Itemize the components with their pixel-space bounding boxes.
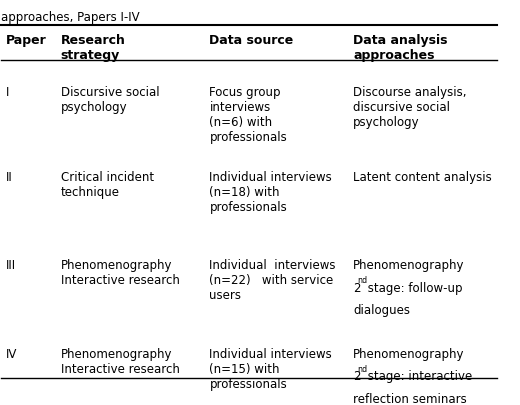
Text: Phenomenography
Interactive research: Phenomenography Interactive research xyxy=(61,259,180,287)
Text: Individual interviews
(n=18) with
professionals: Individual interviews (n=18) with profes… xyxy=(210,171,332,213)
Text: Phenomenography
Interactive research: Phenomenography Interactive research xyxy=(61,347,180,375)
Text: Individual  interviews
(n=22)   with service
users: Individual interviews (n=22) with servic… xyxy=(210,259,336,302)
Text: Critical incident
technique: Critical incident technique xyxy=(61,171,154,198)
Text: Data source: Data source xyxy=(210,34,294,47)
Text: Individual interviews
(n=15) with
professionals: Individual interviews (n=15) with profes… xyxy=(210,347,332,390)
Text: 2: 2 xyxy=(353,369,360,382)
Text: nd: nd xyxy=(358,364,368,373)
Text: approaches, Papers I-IV: approaches, Papers I-IV xyxy=(2,11,140,24)
Text: Data analysis
approaches: Data analysis approaches xyxy=(353,34,448,62)
Text: IV: IV xyxy=(6,347,18,360)
Text: reflection seminars: reflection seminars xyxy=(353,392,467,405)
Text: Research
strategy: Research strategy xyxy=(61,34,126,62)
Text: I: I xyxy=(6,86,10,99)
Text: III: III xyxy=(6,259,17,272)
Text: nd: nd xyxy=(358,276,368,285)
Text: II: II xyxy=(6,171,13,183)
Text: Phenomenography: Phenomenography xyxy=(353,347,464,360)
Text: Latent content analysis: Latent content analysis xyxy=(353,171,492,183)
Text: Discursive social
psychology: Discursive social psychology xyxy=(61,86,160,114)
Text: 2: 2 xyxy=(353,281,360,294)
Text: Phenomenography: Phenomenography xyxy=(353,259,464,272)
Text: Paper: Paper xyxy=(6,34,47,47)
Text: stage: follow-up: stage: follow-up xyxy=(365,281,463,294)
Text: dialogues: dialogues xyxy=(353,303,410,316)
Text: Focus group
interviews
(n=6) with
professionals: Focus group interviews (n=6) with profes… xyxy=(210,86,287,144)
Text: stage: interactive: stage: interactive xyxy=(365,369,473,382)
Text: Discourse analysis,
discursive social
psychology: Discourse analysis, discursive social ps… xyxy=(353,86,466,129)
